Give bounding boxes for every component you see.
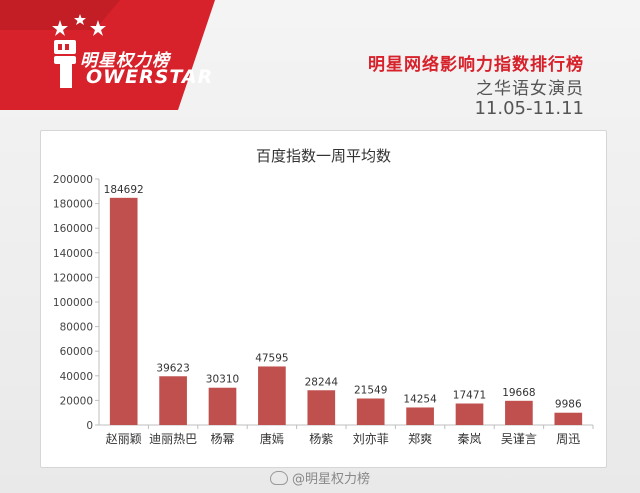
bar: [159, 376, 187, 425]
data-label: 14254: [403, 393, 437, 405]
y-tick-label: 140000: [53, 248, 93, 260]
bar: [109, 197, 138, 425]
bar: [554, 412, 583, 425]
bar: [455, 403, 484, 425]
data-label: 21549: [354, 384, 387, 396]
fist-icon: [54, 40, 76, 88]
x-tick-label: 周迅: [556, 432, 580, 446]
watermark-text: @明星权力榜: [291, 472, 370, 487]
data-label: 28244: [305, 376, 339, 388]
x-tick-label: 郑爽: [408, 431, 432, 446]
bar: [307, 390, 336, 425]
y-tick-label: 80000: [60, 322, 93, 334]
bar: [208, 387, 237, 425]
y-tick-label: 20000: [60, 395, 93, 407]
bar-chart: 0 20000 40000 60000 80000 100000 120000 140000 1…: [53, 174, 594, 446]
y-tick-label: 200000: [53, 174, 93, 186]
logo-title: 明星权力榜: [80, 51, 170, 71]
y-tick-label: 100000: [53, 297, 93, 309]
y-tick-label: 160000: [53, 223, 93, 235]
weibo-icon: [269, 471, 288, 485]
y-tick-label: 180000: [53, 199, 93, 211]
chart-panel: 百度指数一周平均数 0 20000 40000 60000 80000 100000 120…: [40, 130, 607, 468]
y-tick-label: 40000: [60, 371, 93, 383]
bar: [356, 398, 385, 425]
data-label: 17471: [453, 390, 486, 402]
x-tick-label: 吴谨言: [501, 432, 537, 446]
x-tick-label: 赵丽颖: [106, 432, 142, 446]
x-tick-label: 杨幂: [210, 431, 234, 446]
data-label: 184692: [104, 184, 144, 196]
x-tick-label: 杨紫: [309, 431, 333, 446]
banner-dark-shape: [0, 0, 120, 30]
data-label: 30310: [206, 374, 239, 386]
y-tick-label: 120000: [53, 272, 93, 284]
bar: [258, 366, 286, 425]
watermark: @明星权力榜: [0, 468, 640, 487]
y-tick-label: 0: [86, 420, 93, 432]
x-tick-label: 刘亦菲: [353, 431, 389, 446]
data-label: 47595: [255, 352, 288, 364]
date-range: 11.05-11.11: [474, 98, 584, 119]
data-label: 19668: [502, 387, 535, 399]
bar: [406, 407, 434, 425]
header-banner: [0, 0, 215, 110]
y-tick-label: 60000: [60, 346, 93, 358]
bar: [505, 400, 533, 425]
x-tick-label: 迪丽热巴: [149, 432, 197, 446]
page-title: 明星网络影响力指数排行榜: [368, 55, 584, 75]
star-icon: [74, 14, 86, 25]
star-icon: [90, 20, 106, 36]
star-icon: [52, 20, 68, 36]
chart-title: 百度指数一周平均数: [255, 147, 391, 165]
data-label: 9986: [555, 399, 582, 411]
page-subtitle: 之华语女演员: [476, 79, 584, 99]
x-tick-label: 唐嫣: [260, 431, 284, 446]
data-label: 39623: [156, 362, 189, 374]
logo-subtitle: OWERSTAR: [86, 66, 214, 88]
x-tick-label: 秦岚: [457, 432, 481, 446]
